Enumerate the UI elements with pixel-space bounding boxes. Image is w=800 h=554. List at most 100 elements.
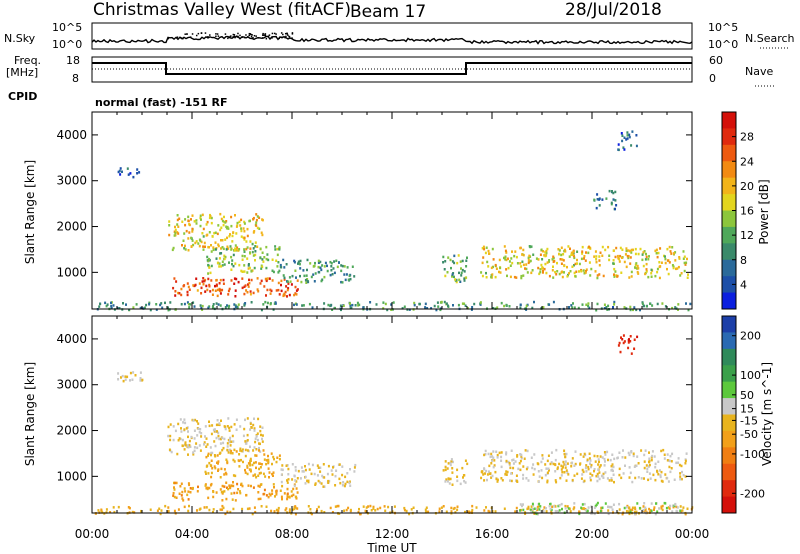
data-cell [205,472,207,475]
data-cell [265,494,268,497]
data-cell [529,508,532,511]
noise-point [191,33,194,35]
data-cell [209,290,212,293]
data-cell [246,439,249,442]
data-cell [586,458,589,461]
data-cell [173,486,175,489]
data-cell [578,512,581,516]
y-tick-label: 3000 [56,174,87,188]
data-cell [537,512,539,516]
data-cell [256,432,259,435]
data-cell [612,306,614,309]
data-cell [169,438,172,442]
data-cell [570,253,573,256]
data-cell [233,277,236,280]
data-cell [131,378,134,381]
data-cell [555,448,558,452]
data-cell [214,248,217,251]
data-cell [613,480,615,484]
data-cell [533,512,536,515]
data-cell [545,271,548,275]
data-cell [488,472,491,476]
data-cell [237,488,240,491]
data-cell [197,242,200,245]
data-cell [558,272,561,276]
data-cell [243,230,246,233]
data-cell [629,510,632,513]
data-cell [253,506,256,509]
velocity-colorbar-label: Velocity [m s^-1] [760,362,774,466]
data-cell [531,511,534,514]
data-cell [346,472,349,475]
data-cell [220,239,222,242]
data-cell [403,305,406,308]
data-cell [306,268,308,272]
data-cell [566,462,569,465]
data-cell [655,252,658,255]
data-cell [247,263,250,266]
data-cell [215,423,218,427]
colorbar-segment [722,348,736,366]
data-cell [581,468,584,472]
data-cell [519,468,522,472]
data-cell [603,464,606,467]
data-cell [484,453,487,456]
data-cell [578,510,581,513]
data-cell [522,253,525,257]
data-cell [485,246,488,249]
data-cell [647,465,650,468]
data-cell [604,460,606,463]
data-cell [229,485,232,489]
data-cell [668,245,671,249]
data-cell [661,508,664,512]
data-cell [226,425,229,428]
colorbar-segment [722,128,736,146]
data-cell [105,508,108,511]
data-cell [277,271,280,274]
noise-point [271,37,273,39]
colorbar-tick-label: -15 [740,414,758,427]
data-cell [214,284,216,288]
noise-point [273,32,276,35]
data-cell [219,212,222,216]
data-cell [588,457,591,460]
data-cell [218,265,221,268]
data-cell [466,256,468,259]
data-cell [634,252,637,256]
data-cell [173,481,175,485]
data-cell [353,466,356,469]
data-cell [250,278,253,282]
data-cell [618,467,621,471]
data-cell [183,487,186,490]
data-cell [249,445,251,448]
data-cell [618,341,621,345]
data-cell [537,470,540,473]
data-cell [205,223,208,226]
data-cell [214,289,217,292]
data-cell [231,234,234,238]
data-cell [201,232,204,235]
data-cell [210,244,212,247]
data-cell [327,481,330,484]
data-cell [657,251,660,255]
data-cell [606,308,609,311]
data-cell [187,285,190,289]
data-cell [243,255,246,258]
data-cell [541,476,544,480]
data-cell [138,171,141,174]
data-cell [296,491,299,494]
data-cell [188,231,191,234]
data-cell [491,247,494,251]
data-cell [347,506,350,510]
data-cell [226,486,228,489]
data-cell [230,492,233,495]
data-cell [620,271,623,274]
data-cell [450,510,453,513]
data-cell [508,463,511,467]
data-cell [621,134,624,137]
data-cell [390,308,393,311]
data-cell [109,511,112,514]
data-cell [571,265,574,268]
data-cell [220,265,223,268]
data-cell [564,463,567,466]
